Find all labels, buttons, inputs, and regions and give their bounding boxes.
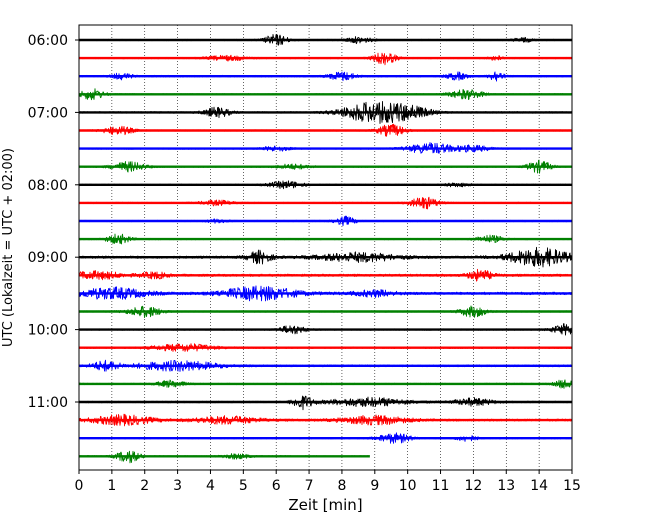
- y-tick-label: 08:00: [28, 178, 68, 194]
- x-axis: 0 1 2 3 4 5 6 7 8 9 10 11 12 13 14 15: [75, 470, 581, 494]
- x-tick-label: 9: [370, 478, 379, 494]
- y-tick-label: 10:00: [28, 323, 68, 339]
- x-axis-label: Zeit [min]: [288, 496, 362, 514]
- x-tick-label: 8: [337, 478, 346, 494]
- x-tick-label: 2: [140, 478, 149, 494]
- x-tick-label: 13: [497, 478, 515, 494]
- y-tick-label: 07:00: [28, 105, 68, 121]
- y-tick-label: 06:00: [28, 33, 68, 49]
- seismic-traces: [78, 33, 573, 464]
- x-tick-label: 3: [173, 478, 182, 494]
- x-tick-label: 11: [432, 478, 450, 494]
- x-tick-label: 4: [206, 478, 215, 494]
- x-tick-label: 7: [305, 478, 314, 494]
- plot-frame: [78, 24, 573, 471]
- y-axis-label: UTC (Lokalzeit = UTC + 02:00): [1, 148, 16, 347]
- x-tick-label: 6: [272, 478, 281, 494]
- y-axis: 06:00 07:00 08:00 09:00 10:00 11:00: [28, 33, 79, 411]
- x-tick-label: 15: [563, 478, 581, 494]
- x-tick-label: 12: [464, 478, 482, 494]
- x-tick-label: 14: [530, 478, 548, 494]
- y-tick-label: 11:00: [28, 395, 68, 411]
- x-tick-label: 1: [107, 478, 116, 494]
- y-tick-label: 09:00: [28, 250, 68, 266]
- x-tick-label: 0: [75, 478, 84, 494]
- x-tick-label: 5: [239, 478, 248, 494]
- grid-lines: [111, 25, 540, 470]
- x-tick-label: 10: [399, 478, 417, 494]
